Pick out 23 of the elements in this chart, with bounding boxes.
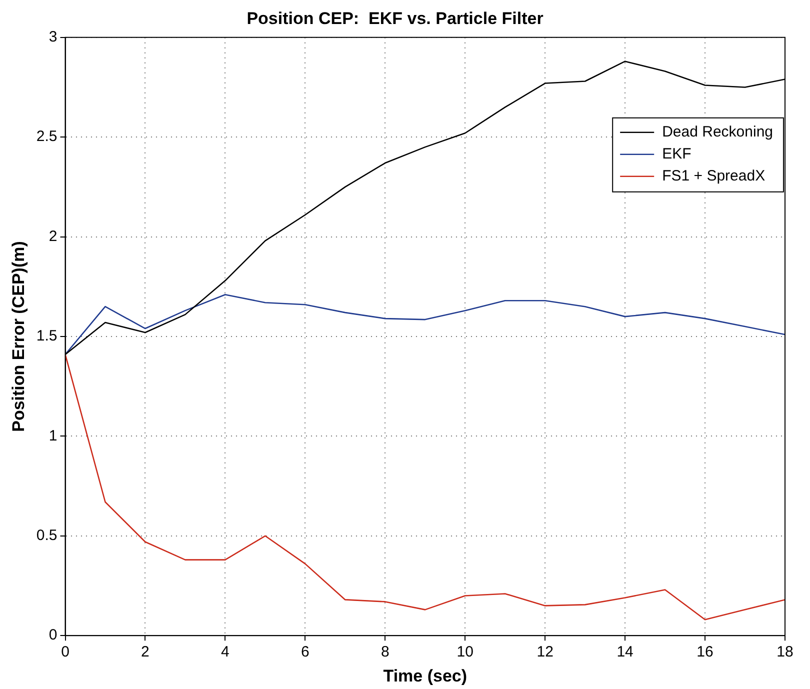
- legend-label: EKF: [662, 146, 692, 163]
- chart-title: Position CEP: EKF vs. Particle Filter: [246, 8, 544, 28]
- x-tick-label: 16: [696, 644, 714, 661]
- x-tick-label: 8: [380, 644, 390, 661]
- x-tick-label: 0: [61, 644, 70, 661]
- legend-label: Dead Reckoning: [662, 124, 774, 141]
- x-tick-label: 6: [300, 644, 310, 661]
- legend-label: FS1 + SpreadX: [662, 168, 766, 185]
- x-tick-label: 18: [776, 644, 794, 661]
- x-tick-label: 2: [141, 644, 150, 661]
- y-tick-label: 0: [48, 626, 58, 644]
- x-tick-label: 4: [221, 644, 230, 661]
- y-axis-title: Position Error (CEP)(m): [8, 241, 28, 432]
- x-tick-label: 14: [616, 644, 634, 661]
- y-tick-label: 2.5: [36, 128, 58, 146]
- x-tick-label: 12: [536, 644, 554, 661]
- y-tick-label: 1.5: [36, 328, 58, 345]
- y-tick-label: 0.5: [36, 527, 58, 544]
- y-tick-label: 1: [48, 427, 58, 444]
- x-axis-title: Time (sec): [383, 666, 468, 686]
- x-tick-label: 10: [456, 644, 474, 661]
- y-tick-label: 3: [48, 28, 58, 46]
- y-tick-label: 2: [48, 228, 58, 245]
